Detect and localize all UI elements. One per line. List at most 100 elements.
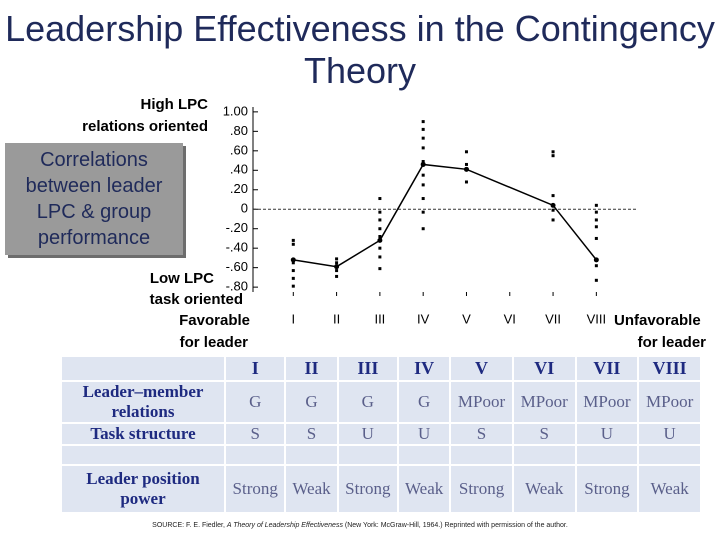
- group-point: [594, 278, 598, 282]
- table-cell: U: [574, 422, 640, 446]
- y-tick-label: .20: [230, 181, 248, 196]
- row-label: Leader position power: [60, 464, 226, 514]
- x-tick-label: VII: [545, 311, 561, 326]
- corner-cell: [60, 355, 226, 382]
- unfavorable-label: Unfavorable: [614, 312, 701, 329]
- group-point: [291, 276, 295, 280]
- annotation-box: Correlations between leader LPC & group …: [5, 143, 183, 255]
- table-cell: Strong: [449, 464, 514, 514]
- table-cell: Strong: [574, 464, 640, 514]
- group-point: [551, 154, 555, 158]
- group-point: [335, 269, 339, 273]
- x-tick-label: II: [333, 311, 340, 326]
- chart: High LPC relations oriented Low LPC task…: [82, 96, 706, 351]
- group-point: [421, 146, 425, 150]
- low-label: Low LPC: [150, 270, 214, 287]
- median-point: [290, 257, 296, 263]
- table-cell: Weak: [397, 464, 452, 514]
- median-point: [377, 237, 383, 243]
- group-point: [378, 210, 382, 214]
- median-line: [293, 163, 597, 268]
- column-header: I: [223, 355, 287, 382]
- table-row: Task structure S S U U S S U U: [60, 422, 702, 446]
- group-point: [594, 210, 598, 214]
- y-tick-label: -.60: [226, 259, 248, 274]
- group-point: [594, 218, 598, 222]
- header-row: I II III IV V VI VII VIII: [60, 355, 702, 382]
- spacer-cell: [336, 444, 400, 466]
- source-note: SOURCE: F. E. Fiedler, A Theory of Leade…: [0, 522, 720, 529]
- median-point: [334, 264, 340, 270]
- median-point: [420, 161, 426, 167]
- group-point: [291, 238, 295, 242]
- table-cell: S: [284, 422, 339, 446]
- spacer-row: [60, 444, 702, 466]
- group-point: [551, 203, 555, 207]
- x-tick-label: IV: [417, 311, 430, 326]
- table-row: Leader–member relations G G G G MPoor MPoor MPo…: [60, 380, 702, 424]
- group-point: [421, 136, 425, 140]
- table-cell: G: [397, 380, 452, 424]
- group-point: [594, 264, 598, 268]
- table-cell: S: [449, 422, 514, 446]
- table-cell: G: [336, 380, 400, 424]
- group-point: [551, 194, 555, 198]
- group-point: [421, 160, 425, 164]
- group-point: [421, 183, 425, 187]
- group-point: [378, 246, 382, 250]
- group-point: [335, 257, 339, 261]
- group-point: [421, 120, 425, 124]
- source: SOURCE: F. E. Fiedler,: [152, 522, 227, 529]
- group-point: [594, 225, 598, 229]
- spacer-cell: [223, 444, 287, 466]
- group-point: [378, 255, 382, 259]
- group-point: [421, 197, 425, 201]
- median-point: [463, 166, 469, 172]
- group-point: [335, 261, 339, 265]
- spacer-cell: [397, 444, 452, 466]
- group-point: [421, 173, 425, 177]
- y-tick-label: -.40: [226, 240, 248, 255]
- table-cell: Weak: [284, 464, 339, 514]
- table-cell: Strong: [223, 464, 287, 514]
- group-point: [378, 227, 382, 231]
- slide-title: Leadership Effectiveness in the Continge…: [5, 8, 715, 91]
- group-point: [378, 197, 382, 201]
- group-point: [421, 210, 425, 214]
- table-cell: MPoor: [574, 380, 640, 424]
- group-point: [551, 208, 555, 212]
- x-tick-label: V: [462, 311, 471, 326]
- y-tick-label: 1.00: [223, 103, 248, 118]
- column-header: VII: [574, 355, 640, 382]
- row-label: Leader–member relations: [60, 380, 226, 424]
- table-cell: MPoor: [511, 380, 577, 424]
- group-point: [464, 162, 468, 166]
- group-point: [421, 227, 425, 231]
- favorable-label: for leader: [180, 334, 249, 351]
- table-cell: U: [336, 422, 400, 446]
- table-cell: Weak: [637, 464, 702, 514]
- x-tick-label: I: [291, 311, 295, 326]
- table-cell: MPoor: [637, 380, 702, 424]
- row-label: Task structure: [60, 422, 226, 446]
- table-cell: U: [397, 422, 452, 446]
- y-tick-label: .40: [230, 162, 248, 177]
- group-point: [291, 261, 295, 265]
- spacer-cell: [511, 444, 577, 466]
- column-header: II: [284, 355, 339, 382]
- high-label: High LPC: [141, 96, 209, 113]
- table-cell: U: [637, 422, 702, 446]
- column-header: VI: [511, 355, 577, 382]
- spacer-cell: [60, 444, 226, 466]
- spacer-cell: [449, 444, 514, 466]
- x-tick-label: VI: [504, 311, 516, 326]
- table-row: Leader position power Strong Weak Strong Wea…: [60, 464, 702, 514]
- group-point: [378, 267, 382, 271]
- column-header: III: [336, 355, 400, 382]
- low-label: task oriented: [150, 291, 243, 308]
- spacer-cell: [574, 444, 640, 466]
- table-cell: Strong: [336, 464, 400, 514]
- group-point: [291, 269, 295, 273]
- y-tick-label: -.20: [226, 220, 248, 235]
